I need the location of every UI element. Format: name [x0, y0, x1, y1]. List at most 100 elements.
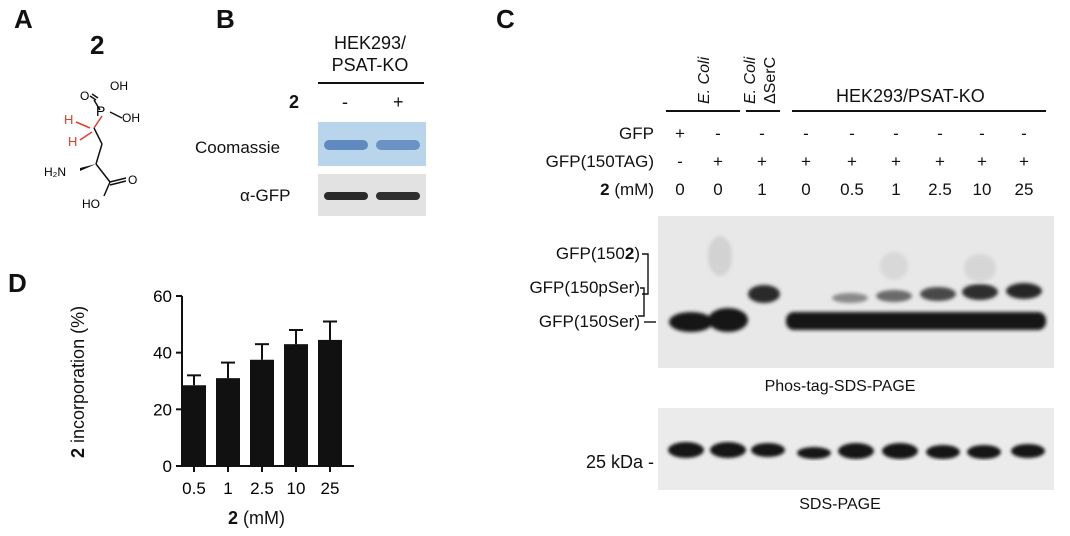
atom-p: P [96, 103, 105, 119]
lane-9-gfp: - [1021, 124, 1027, 143]
row-label-conc-bold: 2 [600, 180, 610, 199]
chart-ylabel: 2 incorporation (%) [68, 306, 89, 458]
bond-c4-o-b [109, 180, 127, 186]
lane-9-gfp-tag: + [1019, 152, 1029, 171]
chart-ylabel-rest: incorporation (%) [68, 305, 88, 448]
sds-band-5 [838, 443, 874, 459]
header-serc-text: ΔSerC [762, 56, 779, 104]
panel-b-header: HEK293/ PSAT-KO [315, 32, 425, 76]
compound-number: 2 [90, 30, 105, 60]
band-label-2-pre: GFP(150 [555, 244, 625, 263]
panel-b-lane2-sign: + [393, 92, 404, 112]
lane-6-gfp: - [893, 124, 899, 143]
band-lane9-2 [1006, 283, 1042, 299]
atom-h2: H [68, 134, 77, 149]
band-lane6-2 [876, 290, 912, 302]
sds-band-6 [882, 443, 918, 459]
lane-2-conc: 0 [713, 180, 723, 199]
bond-p-oh2 [109, 111, 123, 119]
atom-o-carboxyl: O [128, 173, 137, 187]
bond-c2-c3 [95, 143, 103, 165]
band-label-2-post: ) [634, 244, 640, 263]
chart-xlabel-bold: 2 [228, 508, 239, 528]
band-label-2-bold: 2 [624, 244, 635, 263]
header-ecoli2-text: E. Coli [742, 56, 759, 104]
smear-lane8 [964, 254, 996, 282]
row-label-gfp: GFP [619, 124, 654, 143]
chart-ylabel-bold: 2 [68, 447, 88, 458]
bar-1 [216, 378, 240, 466]
lane-6-gfp-tag: + [891, 152, 901, 171]
panel-b-lane1-sign: - [342, 92, 348, 112]
panel-b-letter: B [216, 4, 235, 34]
lane-1-conc: 0 [675, 180, 685, 199]
lane-4-gfp-tag: + [801, 152, 811, 171]
x-tick-label-10: 10 [287, 479, 306, 498]
bond-c3-c4 [95, 163, 111, 183]
rule-ecoli [666, 110, 740, 112]
sds-band-9 [1011, 444, 1045, 458]
bond-p-o-a [89, 95, 97, 101]
lane-6-conc: 1 [891, 180, 901, 199]
phos-tag-bands [669, 236, 1046, 332]
band-label-2: GFP(1502) [522, 244, 640, 264]
wedge-bond [80, 164, 96, 171]
incorporation-bar-chart: 0 20 40 60 0.5 1 2.5 10 25 [153, 287, 354, 498]
lane-5-gfp-tag: + [847, 152, 857, 171]
coomassie-band-lane2 [376, 140, 420, 150]
panel-b-header-rule [318, 82, 424, 84]
lane-7-gfp: - [937, 124, 943, 143]
atom-oh1: OH [110, 79, 128, 93]
panel-b-header-line2: PSAT-KO [331, 55, 409, 75]
sds-band-7 [926, 445, 960, 459]
lane-5-gfp: - [849, 124, 855, 143]
lane-4-gfp: - [803, 124, 809, 143]
bar-25 [318, 339, 342, 466]
rule-hek [792, 110, 1046, 112]
y-tick-label-20: 20 [153, 400, 172, 419]
band-lane2-ser [708, 308, 748, 332]
sds-page-bands [668, 442, 1045, 459]
chart-xlabel-rest: (mM) [238, 508, 285, 528]
panel-a-letter: A [14, 4, 33, 34]
lane-4-conc: 0 [801, 180, 811, 199]
atom-oh2: OH [122, 111, 140, 125]
lane-2-gfp-tag: + [713, 152, 723, 171]
rule-serc [746, 110, 780, 112]
band-lane3-2 [748, 285, 780, 303]
phos-tag-gel [658, 216, 1054, 368]
bond-p-c [93, 115, 103, 129]
band-lane7-2 [920, 287, 956, 301]
bar-0.5 [182, 385, 206, 466]
header-serc: ΔSerC [762, 57, 780, 104]
lane-1-gfp: + [675, 124, 685, 143]
agfp-band-lane1 [324, 192, 368, 200]
atom-o: O [80, 89, 89, 103]
bond-p-oh1 [93, 99, 101, 111]
phos-tag-caption: Phos-tag-SDS-PAGE [764, 378, 916, 395]
band-label-pser: GFP(150pSer) [529, 278, 640, 297]
agfp-label: α-GFP [240, 186, 291, 205]
atom-nh2: H₂N [44, 165, 66, 179]
agfp-band-lane2 [376, 192, 420, 200]
bond-c-h2 [79, 131, 93, 141]
band-brackets [638, 253, 656, 323]
sds-band-4 [797, 447, 831, 459]
lane-7-conc: 2.5 [928, 180, 952, 199]
lane-9-conc: 25 [1014, 180, 1034, 199]
lane-1-gfp-tag: - [677, 152, 683, 171]
lane-8-gfp-tag: + [977, 152, 987, 171]
atom-h1: H [64, 112, 73, 127]
sds-band-2 [710, 442, 746, 458]
bar-10 [284, 344, 308, 466]
agfp-blot [318, 174, 426, 216]
header-ecoli: E. Coli [696, 57, 714, 104]
bond-c-h1 [75, 121, 91, 129]
lane-8-conc: 10 [972, 180, 992, 199]
band-lane1-ser [669, 312, 713, 332]
x-tick-label-0.5: 0.5 [182, 479, 206, 498]
bond-c-c2 [93, 127, 103, 145]
sds-page-gel [658, 408, 1054, 490]
atom-ho: HO [82, 197, 100, 211]
band-hek-ser [786, 312, 1046, 330]
